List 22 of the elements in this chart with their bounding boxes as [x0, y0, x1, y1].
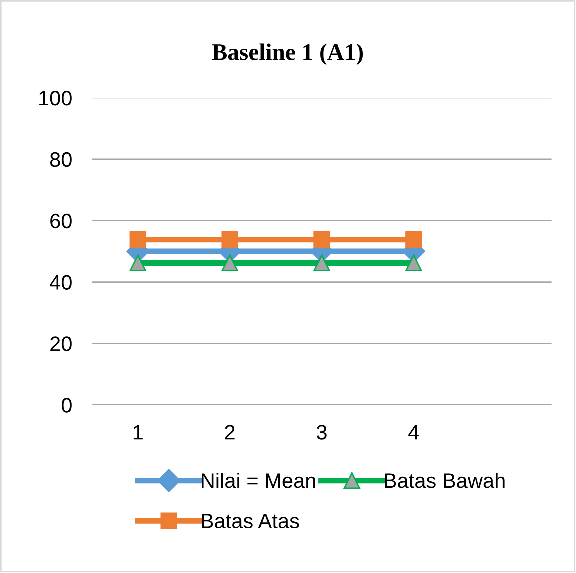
legend-label: Nilai = Mean	[202, 473, 316, 488]
point	[314, 232, 330, 248]
y-tick-label: 60	[50, 214, 72, 229]
point	[130, 254, 146, 272]
y-tick-label: 0	[62, 398, 72, 413]
x-tick-label: 2	[225, 425, 235, 440]
legend-label: Batas Bawah	[385, 473, 505, 488]
point	[222, 232, 238, 248]
y-tick-label: 20	[50, 336, 72, 352]
x-tick-label: 4	[408, 425, 420, 440]
y-tick-label: 40	[50, 275, 72, 290]
y-tick-label: 80	[50, 152, 72, 168]
y-tick-label: 100	[40, 90, 72, 106]
point	[406, 232, 422, 248]
point	[314, 254, 330, 272]
point	[406, 254, 422, 272]
point	[130, 232, 146, 248]
point	[222, 254, 238, 272]
x-tick-label: 3	[316, 425, 327, 440]
legend-label: Batas Atas	[202, 514, 300, 529]
x-tick-label: 1	[134, 425, 143, 440]
chart-title: Baseline 1 (A1)	[212, 44, 364, 66]
